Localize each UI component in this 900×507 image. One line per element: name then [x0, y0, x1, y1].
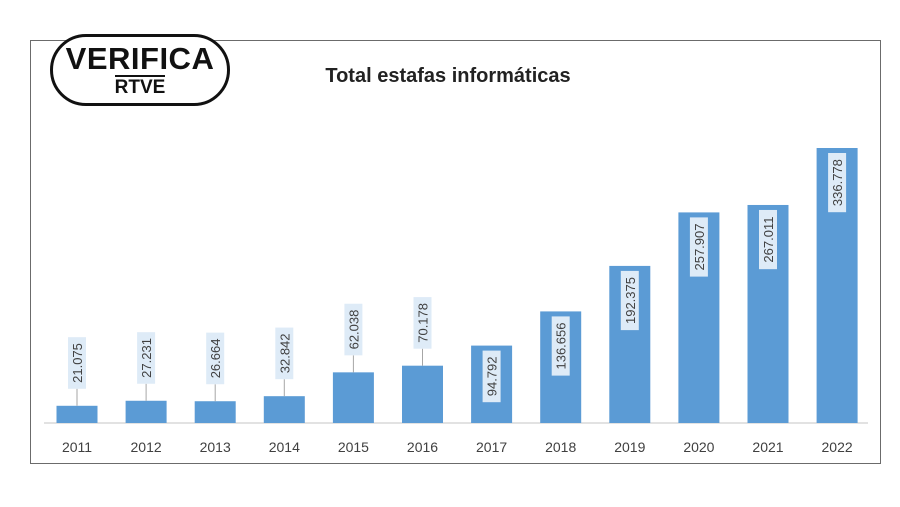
x-tick-label: 2012 [131, 439, 162, 455]
x-tick-label: 2013 [200, 439, 231, 455]
data-label: 32.842 [277, 333, 292, 373]
x-tick-label: 2014 [269, 439, 300, 455]
bar-2014 [263, 396, 305, 423]
data-label-box [689, 217, 708, 277]
x-tick-label: 2022 [822, 439, 853, 455]
data-label-box [413, 297, 432, 349]
data-label: 336.778 [830, 159, 845, 206]
data-label-box [828, 153, 847, 213]
data-label: 21.075 [70, 343, 85, 383]
data-label-box [344, 303, 363, 356]
data-label: 94.792 [485, 357, 500, 397]
data-label-box [275, 327, 294, 380]
chart-frame [30, 40, 881, 464]
x-tick-label: 2015 [338, 439, 369, 455]
data-label: 62.038 [346, 310, 361, 350]
x-tick-label: 2019 [614, 439, 645, 455]
data-label: 267.011 [761, 217, 776, 263]
data-label: 136.656 [554, 323, 569, 370]
bar-2013 [194, 401, 236, 423]
data-label: 26.664 [208, 339, 223, 379]
x-tick-label: 2016 [407, 439, 438, 455]
data-label: 70.178 [416, 303, 431, 343]
x-tick-label: 2011 [62, 439, 92, 455]
bar-2016 [402, 365, 443, 423]
x-tick-label: 2017 [476, 439, 507, 455]
data-label-box [759, 209, 777, 270]
data-label: 257.907 [692, 224, 707, 271]
data-label: 192.375 [623, 277, 638, 324]
logo-line2: RTVE [114, 75, 166, 98]
data-label: 27.231 [139, 338, 154, 378]
bar-2012 [125, 400, 167, 423]
verifica-rtve-logo: VERIFICA RTVE [50, 34, 230, 106]
x-tick-label: 2018 [545, 439, 576, 455]
data-label-box [137, 332, 156, 384]
bar-2015 [332, 372, 374, 423]
data-label-box [206, 332, 225, 385]
data-label-box [68, 337, 86, 389]
chart-title: Total estafas informáticas [0, 65, 900, 88]
data-label-box [482, 350, 501, 403]
bar-2011 [56, 405, 98, 423]
logo-line1: VERIFICA [65, 41, 215, 76]
chart-title-text: Total estafas informáticas [325, 65, 571, 87]
x-tick-label: 2020 [683, 439, 714, 455]
x-tick-label: 2021 [752, 439, 783, 455]
data-label-box [620, 270, 639, 331]
data-label-box [551, 316, 570, 376]
